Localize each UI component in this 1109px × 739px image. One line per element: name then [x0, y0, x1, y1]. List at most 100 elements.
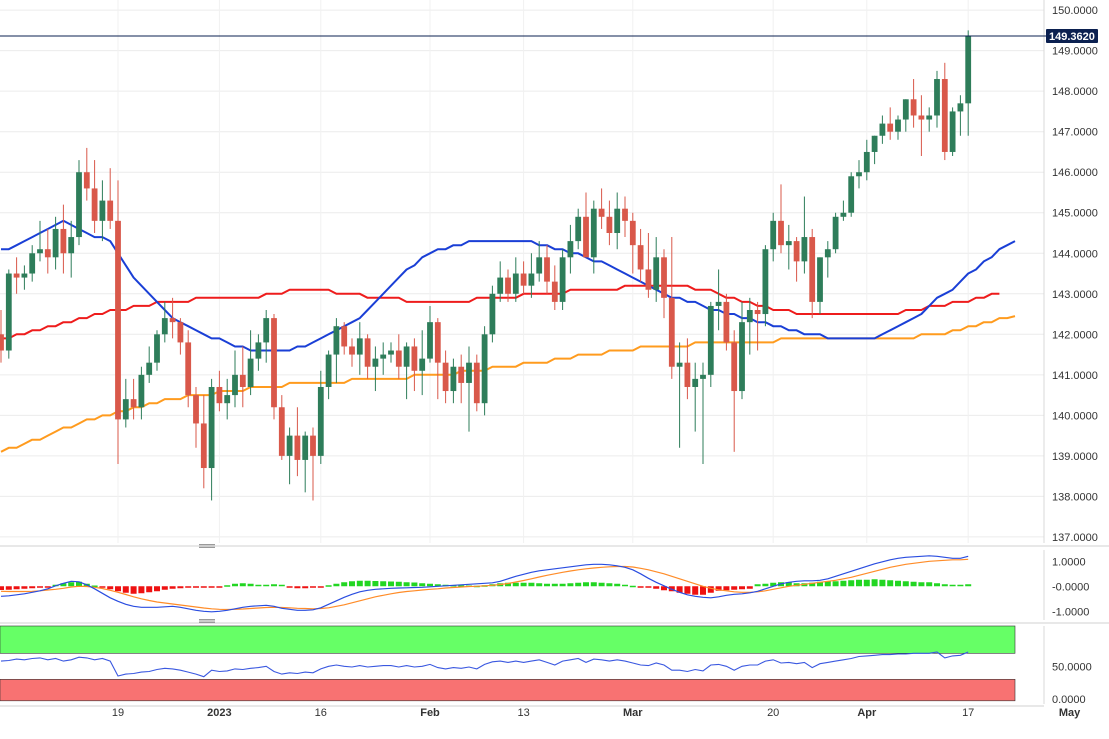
candle-body — [645, 269, 652, 290]
macd-histogram-bar — [278, 584, 285, 587]
macd-histogram-bar — [637, 586, 644, 588]
candle-body — [263, 318, 270, 343]
candle-body — [161, 318, 168, 335]
candle-body — [255, 342, 262, 359]
candle-down — [278, 395, 285, 460]
macd-histogram-bar — [427, 583, 433, 587]
y-tick-label: 140.0000 — [1052, 410, 1098, 422]
macd-histogram-bar — [138, 586, 145, 594]
candle-body — [419, 358, 426, 371]
candle-body — [185, 342, 192, 396]
rsi-oversold-zone — [0, 678, 1016, 702]
candle-down — [583, 192, 589, 258]
candle-body — [442, 362, 449, 392]
candle-body — [83, 172, 90, 189]
candle-body — [466, 362, 472, 383]
x-axis: 19 2023 16 Feb 13 Mar 20 Apr 17 May — [0, 705, 1081, 719]
macd-histogram-bar — [957, 584, 964, 587]
candle-down — [629, 212, 636, 274]
pane-resize-handles[interactable] — [199, 544, 215, 623]
macd-histogram-bar — [684, 586, 691, 594]
macd-y-tick-label: -1.0000 — [1052, 606, 1089, 618]
candle-body — [380, 354, 387, 359]
candle-down — [200, 395, 207, 489]
macd-histogram-bar — [325, 585, 332, 587]
macd-histogram-bar — [824, 581, 831, 587]
candle-down — [941, 62, 948, 161]
resize-handle-icon[interactable] — [199, 619, 215, 623]
candle-body — [403, 346, 410, 367]
macd-histogram-bar — [317, 586, 324, 588]
candle-body — [934, 79, 940, 116]
candle-up — [879, 115, 886, 144]
macd-histogram-bar — [840, 580, 847, 587]
candle-body — [37, 249, 43, 254]
candle-up — [832, 212, 839, 254]
candle-body — [411, 346, 418, 371]
candle-down — [239, 346, 246, 408]
candle-down — [731, 330, 738, 452]
macd-histogram-bar — [949, 584, 956, 587]
candle-body — [731, 342, 738, 392]
candle-down — [809, 228, 816, 319]
candle-down — [473, 354, 480, 412]
x-tick-label: 13 — [517, 707, 529, 719]
macd-histogram-bar — [762, 583, 769, 587]
candle-body — [21, 273, 28, 278]
candle-body — [364, 338, 371, 367]
x-tick-label: 16 — [315, 707, 327, 719]
macd-histogram-bar — [193, 586, 199, 588]
candle-body — [840, 212, 847, 217]
candle-up — [489, 285, 496, 343]
macd-pane[interactable]: 1.0000 -0.0000 -1.0000 — [0, 545, 1109, 620]
candle-body — [473, 362, 480, 404]
x-tick-label: Apr — [857, 707, 877, 719]
candle-body — [497, 277, 504, 294]
candle-down — [606, 200, 613, 246]
macd-histogram-bar — [661, 586, 667, 591]
candle-body — [637, 245, 644, 270]
macd-histogram-bar — [918, 582, 925, 587]
macd-histogram-bar — [419, 583, 426, 587]
candle-body — [606, 216, 613, 234]
candle-body — [489, 293, 496, 335]
candle-down — [458, 354, 465, 404]
candle-body — [193, 395, 199, 424]
candle-down — [645, 233, 652, 298]
candle-up — [481, 326, 488, 416]
candle-body — [785, 241, 792, 246]
candle-body — [333, 326, 340, 355]
resize-handle-icon[interactable] — [199, 544, 215, 548]
candle-body — [793, 241, 800, 262]
macd-histogram-bar — [239, 583, 246, 587]
macd-histogram-bar — [76, 581, 82, 587]
candle-up — [863, 139, 870, 181]
candle-body — [700, 374, 706, 379]
candle-body — [481, 334, 488, 404]
macd-histogram-bar — [372, 581, 379, 587]
macd-histogram-bar — [645, 586, 652, 588]
candle-down — [107, 168, 114, 229]
candle-body — [754, 309, 761, 315]
candle-up — [497, 261, 504, 302]
candle-down — [778, 184, 784, 254]
x-tick-label: 17 — [962, 707, 974, 719]
y-tick-label: 138.0000 — [1052, 491, 1098, 503]
macd-histogram-bar — [520, 582, 527, 587]
candle-up — [317, 370, 324, 464]
macd-histogram-bar — [887, 580, 894, 587]
macd-y-tick-label: 1.0000 — [1052, 556, 1086, 568]
macd-histogram-bar — [99, 586, 106, 588]
candle-body — [879, 123, 886, 136]
macd-histogram-bar — [707, 586, 714, 593]
y-tick-label: 146.0000 — [1052, 167, 1098, 179]
macd-histogram-bar — [341, 582, 348, 587]
candle-body — [434, 322, 441, 363]
candle-body — [146, 362, 153, 375]
candle-body — [341, 326, 348, 347]
macd-histogram-bar — [856, 579, 862, 587]
main-price-pane[interactable]: 150.0000 149.0000 148.0000 147.0000 146.0000… — [0, 0, 1109, 544]
rsi-pane[interactable]: 50.0000 0.0000 — [0, 622, 1109, 706]
candle-up — [590, 200, 597, 274]
